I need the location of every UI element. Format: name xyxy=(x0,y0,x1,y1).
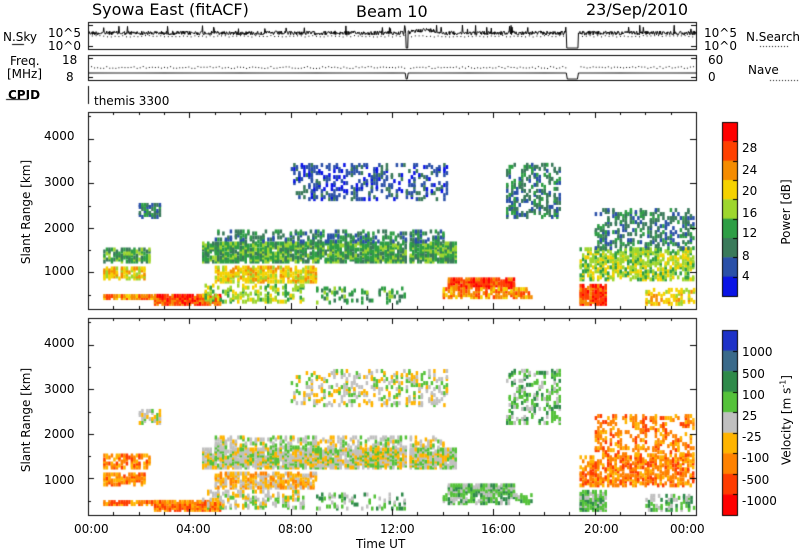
power-cbar-tick-12: 12 xyxy=(742,226,758,240)
freq-left-tick-high: 18 xyxy=(62,53,78,67)
date-title: 23/Sep/2010 xyxy=(586,0,689,19)
power-ytick-1000: 1000 xyxy=(44,264,75,278)
power-cbar-tick-24: 24 xyxy=(742,163,758,177)
velocity-ylabel: Slant Range [km] xyxy=(19,367,33,473)
velocity-cbar-tick-25: 25 xyxy=(742,409,758,423)
xtick-0800: 08:00 xyxy=(278,522,313,536)
power-ylabel: Slant Range [km] xyxy=(19,159,33,265)
velocity-ytick-4000: 4000 xyxy=(44,336,75,350)
cpid-label: CPID xyxy=(8,88,41,102)
power-cbar-tick-16: 16 xyxy=(742,206,758,220)
xtick-2000: 20:00 xyxy=(584,522,619,536)
velocity-cbar-tick-500: 500 xyxy=(742,367,765,381)
power-cbar-tick-8: 8 xyxy=(742,249,750,263)
velocity-cbar-tick-100: 100 xyxy=(742,388,765,402)
xtick-0000: 00:00 xyxy=(74,522,109,536)
velocity-ytick-1000: 1000 xyxy=(44,473,75,487)
beam-title: Beam 10 xyxy=(356,2,428,21)
freq-right-tick-low: 0 xyxy=(708,70,716,84)
velocity-cbar-tick-m500: -500 xyxy=(742,473,770,487)
velocity-cbar-tick-1000: 1000 xyxy=(742,345,773,359)
velocity-cbar-tick-m100: -100 xyxy=(742,451,770,465)
cpid-value: themis 3300 xyxy=(94,94,170,108)
xtick-0400: 04:00 xyxy=(176,522,211,536)
freq-left-tick-low: 8 xyxy=(66,70,74,84)
xtick-1600: 16:00 xyxy=(481,522,516,536)
velocity-cbar-tick-m25: -25 xyxy=(742,430,762,444)
velocity-ytick-3000: 3000 xyxy=(44,382,75,396)
noise-search-label: N.Search xyxy=(746,30,800,44)
freq-right-tick-high: 60 xyxy=(708,53,724,67)
noise-left-tick-low: 10^0 xyxy=(48,39,81,53)
velocity-cbar-label: Velocity [m s-1] xyxy=(778,375,794,465)
noise-left-tick-high: 10^5 xyxy=(48,26,81,40)
xtick-1200: 12:00 xyxy=(380,522,415,536)
power-cbar-tick-20: 20 xyxy=(742,184,758,198)
noise-right-tick-low: 10^0 xyxy=(704,39,737,53)
nave-label: Nave xyxy=(748,63,779,77)
power-cbar-label: Power [dB] xyxy=(779,179,793,245)
velocity-cbar-tick-m1000: -1000 xyxy=(742,494,777,508)
power-ytick-4000: 4000 xyxy=(44,129,75,143)
xaxis-label: Time UT xyxy=(356,537,406,551)
power-cbar-tick-4: 4 xyxy=(742,269,750,283)
xtick-2400: 00:00 xyxy=(670,522,705,536)
power-cbar-tick-28: 28 xyxy=(742,141,758,155)
station-title: Syowa East (fitACF) xyxy=(92,0,249,19)
freq-unit-label: [MHz] xyxy=(7,67,43,81)
freq-label: Freq. xyxy=(10,54,40,68)
power-ytick-2000: 2000 xyxy=(44,221,75,235)
noise-right-tick-high: 10^5 xyxy=(704,26,737,40)
power-ytick-3000: 3000 xyxy=(44,175,75,189)
noise-sky-label: N.Sky xyxy=(3,30,38,44)
velocity-ytick-2000: 2000 xyxy=(44,427,75,441)
